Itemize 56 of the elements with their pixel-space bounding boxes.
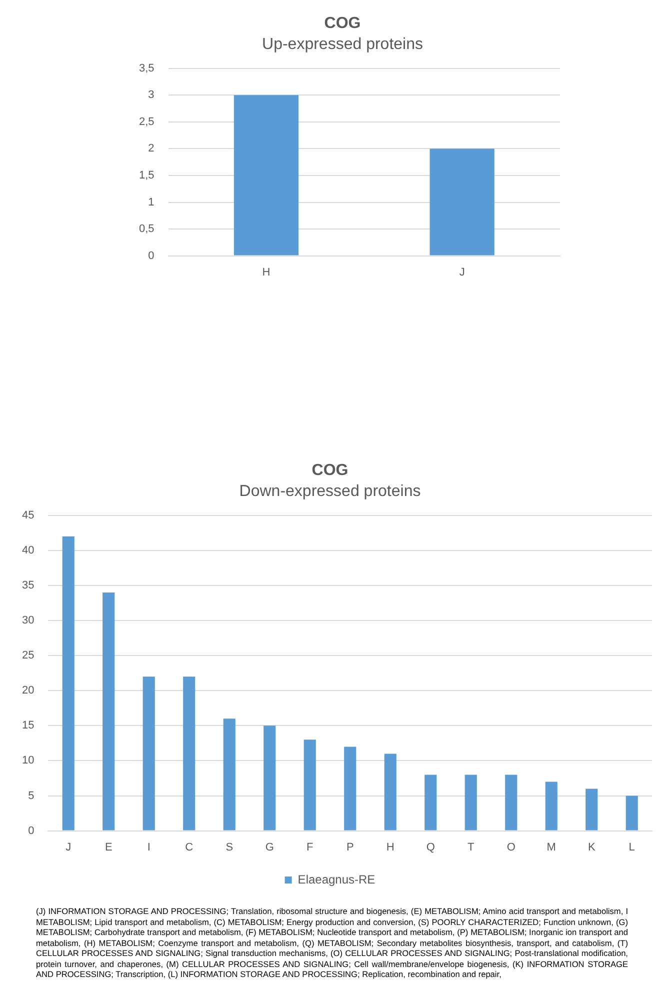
- bar: [344, 746, 356, 830]
- y-tick-label: 2,5: [138, 116, 154, 128]
- y-tick-label: 1,5: [138, 170, 154, 182]
- bar: [505, 774, 518, 830]
- y-tick-label: 10: [22, 754, 34, 767]
- x-tick-label: T: [468, 841, 475, 854]
- bar: [545, 782, 558, 830]
- x-tick-label: S: [226, 841, 234, 854]
- legend-label: Elaeagnus-RE: [298, 872, 376, 886]
- x-tick-label: G: [265, 841, 274, 854]
- x-tick-label: F: [306, 841, 314, 854]
- chart-title: COG: [324, 15, 361, 32]
- bar: [264, 726, 276, 830]
- x-tick-label: J: [66, 841, 72, 854]
- x-tick-label: O: [506, 841, 516, 854]
- chart-title: COG: [312, 462, 348, 480]
- y-tick-label: 15: [22, 720, 34, 732]
- y-tick-label: 30: [22, 614, 34, 627]
- y-tick-label: 25: [22, 650, 34, 662]
- bar: [142, 676, 155, 830]
- x-tick-label: J: [459, 266, 465, 278]
- bar: [223, 718, 236, 830]
- y-tick-label: 1: [148, 196, 154, 208]
- y-tick-label: 5: [28, 790, 34, 802]
- bar: [586, 788, 598, 830]
- x-tick-label: C: [185, 841, 194, 854]
- bar: [626, 796, 638, 830]
- bar: [304, 740, 316, 830]
- y-tick-label: 3: [148, 89, 154, 102]
- y-tick-label: 35: [22, 580, 34, 592]
- bar: [464, 774, 477, 830]
- x-tick-label: M: [546, 841, 556, 854]
- x-tick-label: H: [386, 841, 394, 854]
- x-tick-label: L: [628, 841, 635, 854]
- y-tick-label: 45: [22, 509, 34, 522]
- x-tick-label: K: [588, 841, 596, 854]
- y-tick-label: 3,5: [138, 62, 154, 74]
- y-tick-label: 0,5: [138, 223, 154, 236]
- chart-subtitle: Up-expressed proteins: [262, 36, 423, 54]
- y-tick-label: 0: [148, 250, 154, 262]
- y-tick-label: 2: [148, 142, 154, 155]
- x-tick-label: P: [346, 841, 354, 854]
- y-tick-label: 0: [28, 824, 34, 837]
- bar: [424, 774, 437, 830]
- x-tick-label: Q: [426, 841, 436, 854]
- bar: [183, 676, 196, 830]
- y-tick-label: 20: [22, 684, 34, 697]
- chart-subtitle: Down-expressed proteins: [239, 483, 421, 500]
- bar: [384, 754, 396, 830]
- text: (J) INFORMATION STORAGE AND PROCESSING; Translation, ribosomal structure and biogenesis, (E) METABOLISM; Amino acid transport and metabolism, I METABOLISM; Lipid transport and metabolism, (C) METABOLISM; Energy production and conversion, (S) POORLY CHARACTERIZED; Function unknown, (G) METABOLISM; Carbohydrate transport and metabolism, (F) METABOLISM; Nucleotide transport and metabolism, (P) METABOLISM; Inorganic ion transport and metabolism, (H) METABOLISM; Coenzyme transport and metabolism, (Q) METABOLISM; Secondary metabolites biosynthesis, transport, and catabolism, (T) CELLULAR PROCESSES AND SIGNALING; Signal transduction mechanisms, (O) CELLULAR PROCESSES AND SIGNALING; Post-translational modification, protein turnover, and chaperones, (M) CELLULAR PROCESSES AND SIGNALING; Cell wall/membrane/envelope biogenesis, (K) INFORMATION STORAGE AND PROCESSING; Transcription, (L) INFORMATION STORAGE AND PROCESSING; Replication, recombination and repair,: [36, 906, 628, 980]
- x-tick-label: E: [104, 841, 112, 854]
- bar: [62, 536, 74, 830]
- x-tick-label: I: [147, 841, 150, 854]
- bar: [102, 592, 115, 830]
- y-tick-label: 40: [22, 544, 34, 556]
- x-tick-label: H: [262, 266, 270, 278]
